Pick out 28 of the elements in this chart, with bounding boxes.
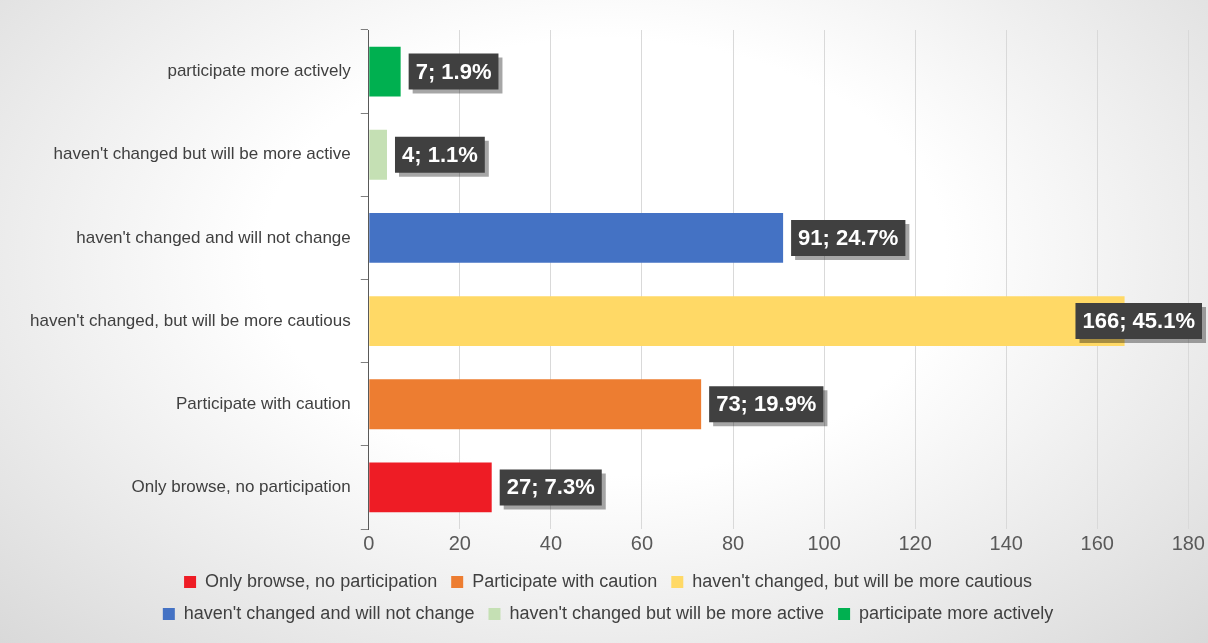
x-tick-label: 160 bbox=[1080, 531, 1114, 554]
legend-label: haven't changed but will be more active bbox=[509, 602, 825, 623]
data-label: 73; 19.9% bbox=[716, 391, 817, 417]
x-tick-label: 180 bbox=[1171, 531, 1205, 554]
data-label: 27; 7.3% bbox=[506, 474, 595, 500]
x-tick-label: 40 bbox=[539, 531, 563, 554]
legend-label: Participate with caution bbox=[472, 570, 658, 591]
x-tick-label: 20 bbox=[448, 531, 471, 554]
legend-label: haven't changed, but will be more cautious bbox=[692, 570, 1032, 591]
x-tick-label: 80 bbox=[721, 531, 745, 554]
x-tick-label: 60 bbox=[630, 531, 654, 554]
legend-label: haven't changed and will not change bbox=[183, 602, 475, 623]
x-tick-label: 100 bbox=[807, 531, 841, 554]
x-tick-label: 120 bbox=[898, 531, 932, 554]
x-tick-label: 140 bbox=[989, 531, 1023, 554]
y-tick-label: Only browse, no participation bbox=[131, 477, 351, 497]
y-tick-label: haven't changed, but will be more cautious bbox=[29, 310, 351, 330]
legend-label: participate more actively bbox=[859, 602, 1054, 623]
legend-label: Only browse, no participation bbox=[205, 570, 438, 591]
data-label: 166; 45.1% bbox=[1082, 308, 1196, 334]
data-label: 7; 1.9% bbox=[415, 58, 492, 84]
data-label: 91; 24.7% bbox=[798, 224, 899, 250]
y-tick-label: Participate with caution bbox=[175, 393, 351, 413]
data-label: 4; 1.1% bbox=[401, 141, 478, 167]
y-tick-label: haven't changed and will not change bbox=[76, 227, 351, 247]
x-tick-label: 0 bbox=[363, 531, 375, 554]
y-tick-label: haven't changed but will be more active bbox=[53, 144, 351, 164]
y-tick-label: participate more actively bbox=[167, 61, 352, 81]
